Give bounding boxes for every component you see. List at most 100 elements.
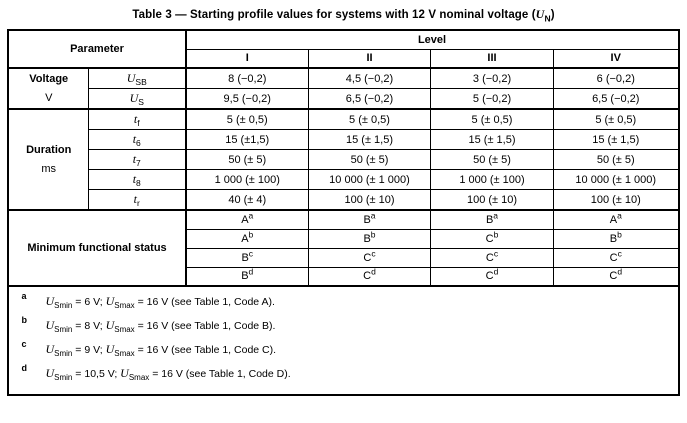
footnote-text: = 16 V (see Table 1, Code C). <box>134 344 277 356</box>
symbol-usb-base: U <box>126 71 136 85</box>
table-title-suffix: ) <box>550 9 555 21</box>
status-value: A <box>609 213 618 226</box>
status-value: C <box>485 251 494 264</box>
status-value: B <box>363 213 371 226</box>
status-footnote-ref: d <box>371 267 376 277</box>
value-cell: 50 (± 5) <box>184 149 309 170</box>
footnote-text: = 10,5 V; <box>72 368 121 380</box>
status-value: C <box>363 270 372 283</box>
value-cell: 5 (−0,2) <box>430 88 554 110</box>
title-symbol-u: U <box>535 7 545 21</box>
voltage-unit: V <box>45 92 53 104</box>
value-cell: 5 (± 0,5) <box>184 108 309 130</box>
row-status-c: Bc Cc Cc Cc <box>8 247 680 268</box>
status-cell: Cd <box>308 266 431 287</box>
row-tf: Duration ms tf 5 (± 0,5) 5 (± 0,5) 5 (± … <box>7 108 680 211</box>
symbol-usb: USB <box>87 67 187 89</box>
status-footnote-ref: b <box>248 229 254 239</box>
symbol-tr-sub: r <box>136 198 140 209</box>
status-cell: Bd <box>184 266 309 287</box>
value-cell: 6,5 (−0,2) <box>308 88 431 110</box>
value-cell: 50 (± 5) <box>308 149 431 170</box>
value-cell: 4,5 (−0,2) <box>308 67 431 89</box>
footnote-marker: d <box>21 363 27 373</box>
symbol-tf-sub: f <box>137 118 140 129</box>
symbol-t7-base: t <box>132 152 137 166</box>
row-us: US 9,5 (−0,2) 6,5 (−0,2) 5 (−0,2) 6,5 (−… <box>8 88 680 110</box>
symbol-us-sub: S <box>138 97 144 108</box>
status-cell: Bc <box>184 247 309 268</box>
status-footnote-ref: c <box>617 248 622 258</box>
table-title: Table 3 — Starting profile values for sy… <box>0 7 687 24</box>
row-status-d: Bd Cd Cd Cd <box>8 266 680 287</box>
footnote-a: a USmin = 6 V; USmax = 16 V (see Table 1,… <box>21 291 667 310</box>
status-cell: Ba <box>430 209 554 230</box>
status-footnote-ref: d <box>617 267 623 277</box>
status-value: B <box>241 251 249 264</box>
value-cell: 6,5 (−0,2) <box>552 88 680 110</box>
value-cell: 15 (± 1,5) <box>308 129 431 150</box>
col-header-level-ii: II <box>308 48 431 69</box>
value-cell: 6 (−0,2) <box>552 67 680 89</box>
status-value: B <box>363 232 371 245</box>
group-label-min-functional-status: Minimum functional status <box>7 209 187 287</box>
footnote-text: = 8 V; <box>72 320 106 332</box>
group-label-duration: Duration ms <box>7 108 89 211</box>
status-cell: Bb <box>308 228 431 249</box>
footnote-b: b USmin = 8 V; USmax = 16 V (see Table 1,… <box>21 315 667 335</box>
status-value: C <box>609 270 618 283</box>
symbol-us: US <box>87 88 187 110</box>
value-cell: 5 (± 0,5) <box>308 108 431 130</box>
footnote-text: = 16 V (see Table 1, Code A). <box>134 296 275 308</box>
row-t7: t7 50 (± 5) 50 (± 5) 50 (± 5) 50 (± 5) <box>8 149 680 170</box>
symbol-t8-base: t <box>132 172 137 186</box>
footnote-symbol-sub: Smin <box>54 373 73 383</box>
duration-unit: ms <box>41 163 57 175</box>
symbol-t8: t8 <box>87 169 187 190</box>
footnote-text: = 6 V; <box>72 296 106 308</box>
col-header-parameter: Parameter <box>7 29 187 69</box>
value-cell: 5 (± 0,5) <box>430 108 554 130</box>
footnote-symbol: U <box>105 342 115 356</box>
value-cell: 9,5 (−0,2) <box>184 88 309 110</box>
status-footnote-ref: a <box>493 210 499 221</box>
symbol-tr-base: t <box>133 192 137 206</box>
footnote-marker: c <box>21 339 27 349</box>
status-cell: Ba <box>308 209 431 230</box>
header-row-2: I II III IV <box>8 48 680 69</box>
status-cell: Aa <box>184 209 309 230</box>
footnote-text: = 16 V (see Table 1, Code D). <box>149 368 291 380</box>
row-tr: tr 40 (± 4) 100 (± 10) 100 (± 10) 100 (±… <box>8 189 680 211</box>
row-t8: t8 1 000 (± 100) 10 000 (± 1 000) 1 000 … <box>8 169 680 190</box>
footnote-symbol: U <box>45 318 55 332</box>
value-cell: 10 000 (± 1 000) <box>552 169 680 190</box>
header-row-1: Parameter Level <box>7 29 680 69</box>
col-header-level-iii: III <box>430 48 554 69</box>
status-cell: Aa <box>552 209 680 230</box>
status-footnote-ref: b <box>493 229 499 239</box>
value-cell: 5 (± 0,5) <box>552 108 680 130</box>
symbol-tf: tf <box>87 108 187 130</box>
footnote-marker: b <box>21 315 27 325</box>
value-cell: 15 (± 1,5) <box>552 129 680 150</box>
symbol-t7: t7 <box>87 149 187 170</box>
status-value: C <box>609 251 618 264</box>
status-cell: Cc <box>552 247 680 268</box>
footnote-symbol: U <box>105 318 115 332</box>
footnote-symbol-sub: Smin <box>54 349 73 359</box>
value-cell: 1 000 (± 100) <box>184 169 309 190</box>
status-value: C <box>485 270 494 283</box>
value-cell: 15 (±1,5) <box>184 129 309 150</box>
title-symbol-sub: N <box>544 13 551 24</box>
footnote-symbol-sub: Smax <box>114 325 135 335</box>
symbol-t6: t6 <box>87 129 187 150</box>
status-cell: Cb <box>430 228 554 249</box>
col-header-level-i: I <box>184 48 309 69</box>
value-cell: 10 000 (± 1 000) <box>308 169 431 190</box>
footnote-symbol: U <box>120 366 129 380</box>
footnote-symbol: U <box>45 366 55 380</box>
status-value: C <box>363 251 372 264</box>
value-cell: 15 (± 1,5) <box>430 129 554 150</box>
status-footnote-ref: b <box>617 229 622 239</box>
